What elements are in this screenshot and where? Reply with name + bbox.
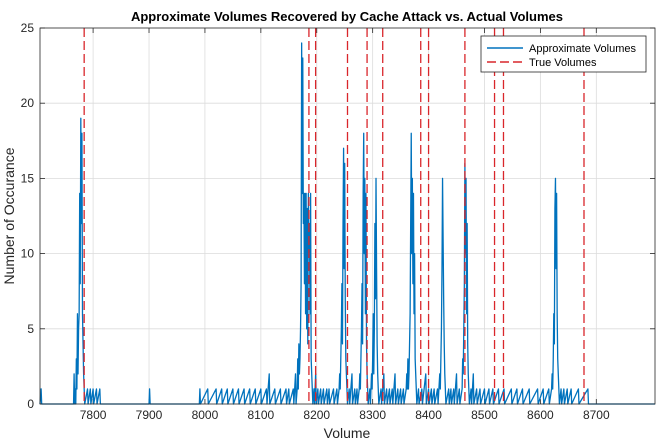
- legend-label-true-volumes: True Volumes: [529, 57, 597, 69]
- plot-frame: [39, 27, 656, 405]
- legend-box: [480, 35, 647, 73]
- x-tick-label: 8500: [471, 408, 498, 422]
- x-tick-label: 8400: [415, 408, 442, 422]
- y-tick-label: 10: [21, 247, 35, 261]
- x-tick-label: 8100: [247, 408, 274, 422]
- y-axis-label: Number of Occurance: [1, 147, 17, 284]
- x-tick-label: 8200: [303, 408, 330, 422]
- x-axis: 7800 7900 8000 8100 8200 8300 8400 8500 8600 8700: [80, 28, 610, 422]
- series-approximate-volumes: [39, 42, 655, 405]
- x-tick-label: 7900: [136, 408, 163, 422]
- x-tick-label: 8300: [359, 408, 386, 422]
- y-axis: 0 5 10 15 20 25: [21, 21, 655, 411]
- x-tick-label: 8600: [527, 408, 554, 422]
- y-tick-label: 25: [21, 21, 35, 35]
- x-tick-label: 8700: [583, 408, 610, 422]
- legend-label-approximate-volumes: Approximate Volumes: [529, 43, 636, 55]
- chart-title: Approximate Volumes Recovered by Cache A…: [131, 9, 563, 24]
- x-axis-label: Volume: [324, 425, 371, 441]
- y-tick-label: 5: [27, 322, 34, 336]
- y-tick-label: 0: [27, 397, 34, 411]
- y-tick-label: 15: [21, 171, 35, 185]
- x-tick-label: 7800: [80, 408, 107, 422]
- series-true-volumes: [83, 28, 585, 404]
- y-tick-label: 20: [21, 96, 35, 110]
- x-tick-label: 8000: [192, 408, 219, 422]
- legend: Approximate Volumes True Volumes: [480, 35, 647, 73]
